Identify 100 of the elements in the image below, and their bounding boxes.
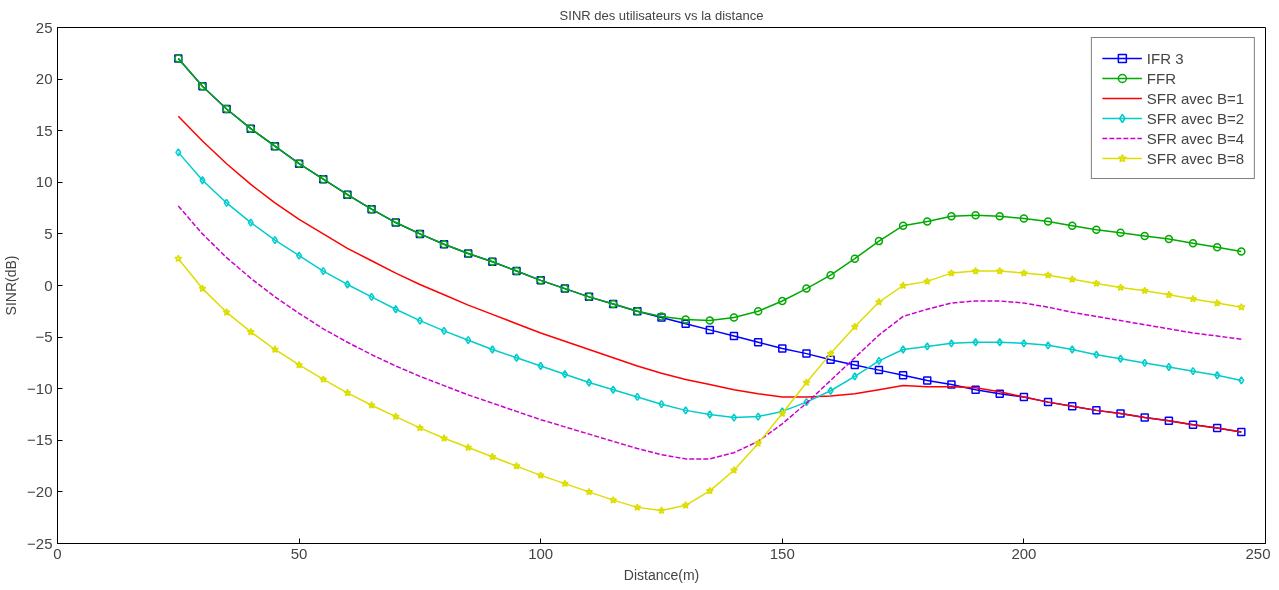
point (850, 254, 860, 263)
point (464, 443, 473, 452)
point (924, 342, 931, 351)
y-tick-label: 10 (35, 173, 53, 191)
point (681, 501, 690, 509)
x-tick-label: 100 (528, 544, 554, 562)
point (898, 371, 908, 380)
point (705, 316, 715, 325)
point (1092, 225, 1101, 235)
point (802, 349, 811, 358)
point (995, 389, 1004, 399)
y-tick-label: 15 (35, 121, 53, 139)
legend-label: SFR avec B=2 (1146, 109, 1244, 127)
point (995, 212, 1004, 221)
point (1019, 392, 1029, 402)
point (175, 148, 182, 157)
x-axis-title: Distance(m) (623, 566, 700, 583)
point (1067, 401, 1077, 411)
point (246, 327, 255, 336)
point (1092, 406, 1101, 415)
point (1044, 341, 1052, 350)
point (826, 270, 835, 280)
legend-label: SFR avec B=8 (1146, 149, 1244, 167)
point (682, 406, 689, 415)
point (1068, 275, 1077, 283)
point (537, 361, 544, 371)
point (923, 217, 932, 226)
point (875, 356, 883, 366)
point (1116, 409, 1125, 418)
point (391, 412, 400, 421)
point (513, 353, 520, 362)
point (536, 471, 545, 479)
point (826, 349, 835, 358)
point (826, 355, 835, 365)
line-series (177, 205, 1243, 460)
point (729, 331, 739, 341)
point (778, 344, 787, 353)
point (754, 439, 763, 447)
point (802, 378, 811, 387)
y-tick-label: −25 (27, 534, 53, 552)
point (584, 487, 594, 496)
point (320, 266, 327, 276)
point (753, 338, 763, 347)
point (561, 370, 568, 379)
point (174, 254, 183, 263)
point (1189, 366, 1197, 376)
point (488, 452, 497, 461)
point (1141, 358, 1148, 368)
point (1238, 376, 1245, 385)
point (198, 284, 207, 293)
y-tick-label: −20 (27, 482, 53, 500)
point (1019, 268, 1028, 277)
y-tick-label: −10 (27, 379, 53, 397)
point (658, 399, 665, 409)
point (705, 325, 715, 335)
y-tick-label: −15 (27, 431, 53, 449)
point (271, 235, 279, 245)
point (634, 392, 641, 402)
point (344, 280, 351, 289)
point (439, 433, 449, 442)
point (851, 372, 858, 381)
x-tick-label: 200 (1011, 544, 1037, 562)
point (1043, 397, 1053, 407)
point (368, 292, 375, 302)
point (1212, 243, 1222, 252)
point (1164, 416, 1174, 425)
point (1237, 302, 1246, 311)
point (898, 221, 908, 230)
point (971, 385, 980, 394)
point (1116, 283, 1125, 292)
point (440, 326, 448, 336)
point (1140, 286, 1149, 295)
point (705, 486, 714, 495)
point (1092, 279, 1101, 288)
point (947, 268, 956, 277)
point (367, 400, 376, 409)
point (1019, 214, 1029, 223)
point (971, 211, 980, 220)
point (1140, 231, 1149, 241)
point (1020, 339, 1027, 348)
legend-label: SFR avec B=1 (1146, 89, 1244, 107)
point (729, 313, 739, 322)
point (1043, 270, 1053, 279)
point (995, 266, 1004, 275)
point (753, 307, 763, 316)
point (1164, 290, 1173, 299)
point (1093, 350, 1100, 359)
point (296, 251, 303, 260)
point (343, 388, 352, 397)
y-tick-label: 20 (35, 70, 53, 88)
point (971, 266, 980, 275)
point (802, 284, 811, 293)
legend-label: SFR avec B=4 (1146, 129, 1244, 147)
point (1237, 427, 1246, 437)
point (223, 198, 230, 208)
point (465, 335, 472, 345)
point (1188, 294, 1198, 303)
point (416, 316, 423, 325)
point (489, 345, 496, 354)
point (415, 423, 424, 432)
